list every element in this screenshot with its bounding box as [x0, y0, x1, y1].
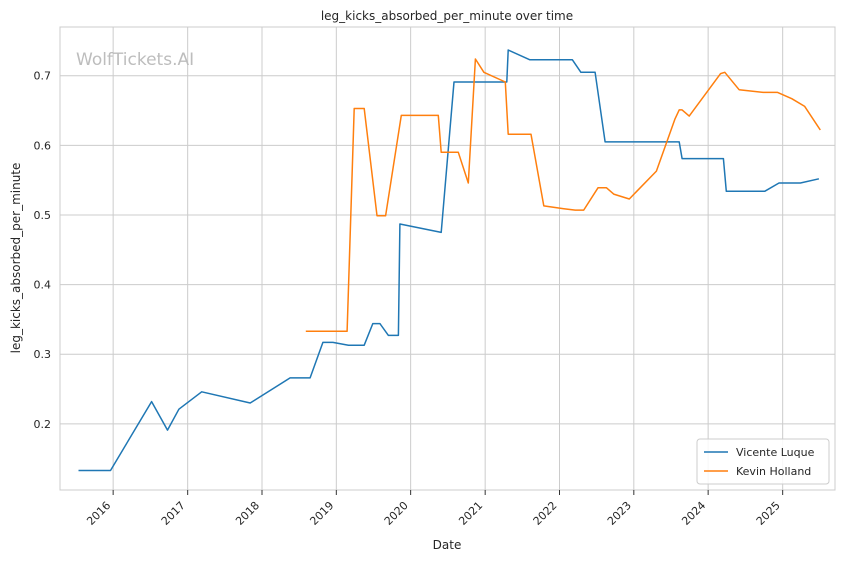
y-tick-label: 0.7 [34, 70, 52, 83]
y-tick-label: 0.2 [34, 418, 52, 431]
y-tick-label: 0.5 [34, 209, 52, 222]
chart-title: leg_kicks_absorbed_per_minute over time [321, 9, 573, 23]
plot-background [60, 27, 835, 490]
y-tick-label: 0.3 [34, 348, 52, 361]
plot-frame [59, 26, 836, 491]
series-line-2 [305, 58, 821, 333]
plot-area [59, 26, 836, 491]
series-layer [78, 49, 821, 472]
x-axis-title: Date [433, 538, 462, 552]
legend-box [696, 438, 830, 485]
series-line-1 [78, 49, 820, 472]
y-axis-ticks: 0.2 0.3 0.4 0.5 0.6 0.7 [34, 70, 52, 431]
legend: Vicente Luque Kevin Holland [696, 438, 830, 485]
legend-label: Vicente Luque [736, 446, 815, 459]
legend-label: Kevin Holland [736, 465, 811, 478]
y-tick-label: 0.4 [34, 279, 52, 292]
x-gridlines [112, 27, 784, 490]
y-axis-title: leg_kicks_absorbed_per_minute [9, 163, 23, 354]
y-gridlines [60, 75, 835, 425]
watermark: WolfTickets.AI [76, 50, 194, 70]
y-tick-label: 0.6 [34, 139, 52, 152]
